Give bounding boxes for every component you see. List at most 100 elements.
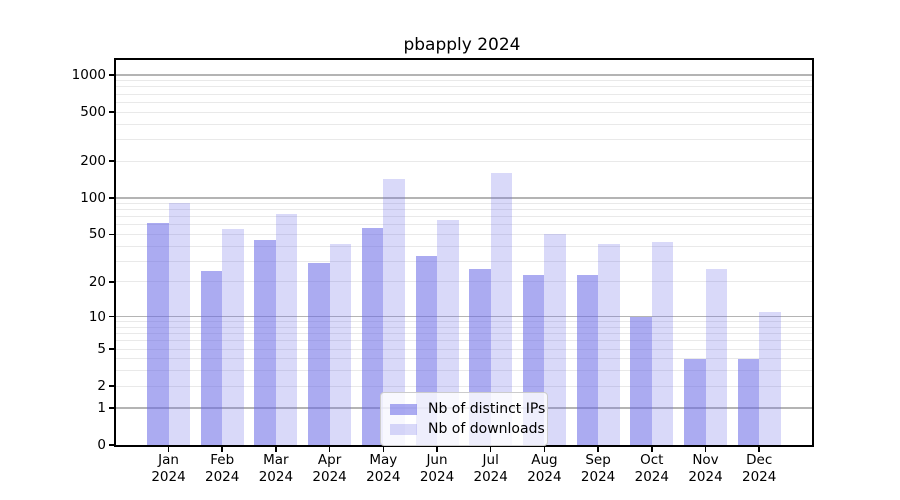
- bar-distinct-ips: [147, 223, 169, 445]
- y-tick-label: 500: [80, 104, 106, 121]
- gridline-minor: [116, 111, 812, 113]
- y-tick-mark: [109, 444, 114, 446]
- bar-downloads: [759, 311, 781, 445]
- y-tick-label: 5: [97, 341, 106, 358]
- x-tick-mark: [328, 447, 331, 452]
- bar-downloads: [490, 172, 513, 445]
- gridline-minor: [116, 80, 812, 82]
- gridline-minor: [116, 340, 812, 342]
- legend-label-downloads: Nb of downloads: [428, 421, 545, 437]
- gridline-minor: [116, 326, 812, 328]
- legend-item-downloads: Nb of downloads: [390, 419, 545, 439]
- x-tick-mark: [436, 447, 438, 452]
- x-tick-mark: [758, 447, 760, 452]
- gridline-minor: [116, 281, 812, 283]
- y-tick-label: 50: [88, 226, 106, 243]
- y-tick-mark: [109, 233, 114, 236]
- bar-distinct-ips: [308, 262, 330, 445]
- y-tick-label: 200: [80, 153, 106, 170]
- bar-downloads: [437, 219, 459, 445]
- bar-downloads: [168, 203, 190, 445]
- gridline-minor: [116, 370, 812, 372]
- y-tick-label: 10: [88, 308, 106, 325]
- chart-title: pbapply 2024: [403, 35, 521, 55]
- y-tick-mark: [109, 348, 114, 350]
- y-tick-mark: [109, 385, 114, 387]
- legend-item-distinct-ips: Nb of distinct IPs: [390, 399, 545, 419]
- y-tick-mark: [109, 315, 114, 318]
- gridline-minor: [116, 358, 812, 360]
- bar-downloads: [705, 268, 727, 445]
- x-tick-mark: [543, 447, 546, 452]
- y-tick-mark: [109, 160, 114, 162]
- x-tick-mark: [704, 447, 707, 452]
- y-tick-mark: [109, 111, 114, 113]
- gridline-minor: [116, 348, 812, 350]
- gridline-minor: [116, 333, 812, 335]
- y-tick-mark: [109, 197, 114, 199]
- gridline-minor: [116, 86, 812, 88]
- bar-downloads: [651, 242, 674, 445]
- gridline-minor: [116, 385, 812, 387]
- legend: Nb of distinct IPs Nb of downloads: [380, 392, 548, 446]
- gridline-minor: [116, 101, 812, 103]
- gridline-minor: [116, 260, 812, 262]
- x-tick-mark: [221, 447, 223, 452]
- gridline-minor: [116, 93, 812, 95]
- bar-downloads: [598, 243, 620, 445]
- bar-downloads: [222, 229, 244, 445]
- gridline-minor: [116, 202, 812, 204]
- x-tick-label: Jun 2024: [419, 452, 455, 485]
- x-tick-label: Apr 2024: [312, 452, 347, 485]
- bar-distinct-ips: [254, 239, 276, 445]
- y-tick-label: 0: [97, 437, 106, 453]
- bar-downloads: [544, 234, 566, 445]
- x-tick-mark: [382, 447, 385, 452]
- legend-swatch-distinct-ips: [390, 403, 417, 415]
- gridline-minor: [116, 233, 812, 235]
- x-tick-mark: [167, 447, 170, 452]
- bar-downloads: [383, 178, 405, 445]
- y-tick-mark: [109, 407, 114, 409]
- gridline-minor: [116, 138, 812, 140]
- bar-downloads: [329, 243, 352, 445]
- bar-distinct-ips: [737, 358, 760, 445]
- y-tick-label: 1000: [71, 67, 106, 84]
- y-tick-mark: [109, 74, 114, 76]
- bar-distinct-ips: [200, 270, 223, 445]
- x-tick-label: Oct 2024: [634, 452, 669, 485]
- x-tick-label: Nov 2024: [688, 452, 723, 485]
- y-tick-label: 100: [80, 189, 106, 206]
- x-tick-mark: [597, 447, 599, 452]
- plot-area: Nb of distinct IPs Nb of downloads 0 1 2 5 1…: [72, 58, 814, 485]
- x-tick-mark: [275, 447, 277, 452]
- bar-downloads: [275, 213, 298, 445]
- x-tick-mark: [489, 447, 492, 452]
- legend-label-distinct-ips: Nb of distinct IPs: [428, 401, 546, 417]
- gridline-minor: [116, 216, 812, 218]
- x-tick-label: Mar 2024: [258, 452, 294, 485]
- x-tick-label: Aug 2024: [527, 452, 562, 485]
- gridline-major: [116, 74, 812, 76]
- legend-swatch-downloads: [390, 423, 417, 435]
- y-tick-label: 1: [97, 399, 106, 416]
- x-tick-label: Jan 2024: [151, 452, 186, 485]
- gridline-minor: [116, 160, 812, 162]
- x-tick-mark: [651, 447, 653, 452]
- bar-distinct-ips: [684, 358, 706, 445]
- gridline-minor: [116, 245, 812, 247]
- x-tick-label: Dec 2024: [742, 452, 777, 485]
- x-tick-label: May 2024: [366, 452, 401, 485]
- bar-distinct-ips: [630, 316, 652, 445]
- gridline-major: [116, 315, 812, 318]
- gridline-minor: [116, 209, 812, 211]
- gridline-minor: [116, 224, 812, 226]
- bar-distinct-ips: [576, 274, 599, 445]
- y-tick-mark: [109, 281, 114, 283]
- bar-distinct-ips: [361, 227, 384, 445]
- gridline-minor: [116, 123, 812, 125]
- x-tick-label: Sep 2024: [580, 452, 616, 485]
- gridline-major: [116, 197, 812, 199]
- x-tick-label: Jul 2024: [473, 452, 508, 485]
